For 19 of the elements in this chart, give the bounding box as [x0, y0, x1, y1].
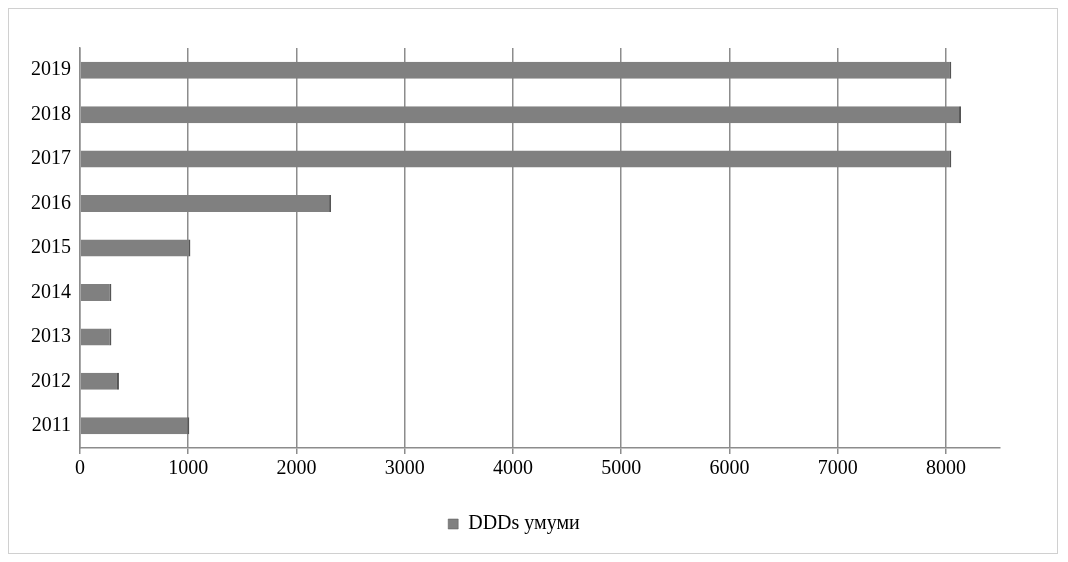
y-tick-label: 2014: [31, 279, 71, 302]
x-tick-label: 1000: [168, 456, 209, 479]
y-tick-label: 2015: [31, 235, 71, 258]
x-tick-label: 7000: [817, 456, 858, 479]
legend-label: DDDs умуми: [468, 511, 581, 535]
y-tick-label: 2011: [31, 413, 71, 436]
y-tick-label: 2018: [31, 101, 71, 124]
y-tick-label: 2019: [31, 57, 71, 80]
x-tick-label: 8000: [925, 456, 966, 479]
y-tick-label: 2017: [31, 146, 71, 169]
y-tick-label: 2016: [31, 190, 71, 213]
y-tick-label: 2013: [31, 324, 71, 347]
x-tick-label: 0: [75, 456, 85, 479]
x-tick-label: 2000: [276, 456, 317, 479]
y-tick-label: 2012: [31, 368, 71, 391]
x-tick-label: 3000: [384, 456, 425, 479]
x-tick-label: 4000: [492, 456, 533, 479]
x-tick-label: 5000: [601, 456, 642, 479]
x-tick-label: 6000: [709, 456, 750, 479]
